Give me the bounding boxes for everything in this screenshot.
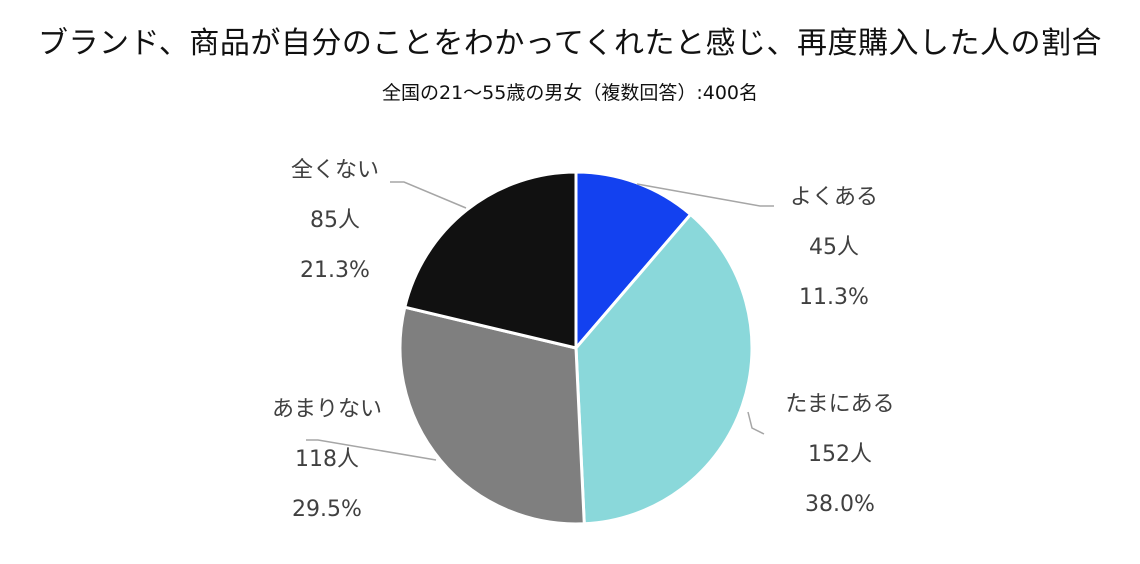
slice-percent-label: 29.5% — [292, 497, 362, 522]
pie-slice — [574, 170, 693, 350]
leader-line — [306, 439, 437, 461]
pie-slices — [398, 170, 754, 526]
pie-slice — [398, 305, 586, 526]
slice-labels: よくある 45人 11.3% たまにある 152人 38.0% あまりない 118人 29.5%… — [272, 158, 895, 522]
leader-line — [636, 183, 774, 207]
slice-label: 全くない — [291, 158, 379, 183]
leader-lines — [306, 181, 774, 461]
leader-line — [390, 181, 467, 209]
slice-percent-label: 21.3% — [300, 258, 370, 283]
leader-line — [747, 411, 765, 435]
slice-label: たまにある — [785, 392, 894, 417]
slice-count-label: 85人 — [310, 208, 360, 233]
slice-count-label: 118人 — [295, 447, 359, 472]
slice-percent-label: 11.3% — [799, 285, 869, 310]
slice-label: よくある — [790, 185, 878, 210]
slice-percent-label: 38.0% — [805, 492, 875, 517]
chart-title: ブランド、商品が自分のことをわかってくれたと感じ、再度購入した人の割合 — [38, 26, 1102, 61]
slice-count-label: 45人 — [809, 235, 859, 260]
pie-slice — [403, 170, 578, 350]
slice-label: あまりない — [272, 397, 382, 422]
pie-slice — [574, 212, 754, 526]
chart-subtitle: 全国の21〜55歳の男女（複数回答）:400名 — [381, 82, 759, 104]
slice-count-label: 152人 — [808, 442, 872, 467]
